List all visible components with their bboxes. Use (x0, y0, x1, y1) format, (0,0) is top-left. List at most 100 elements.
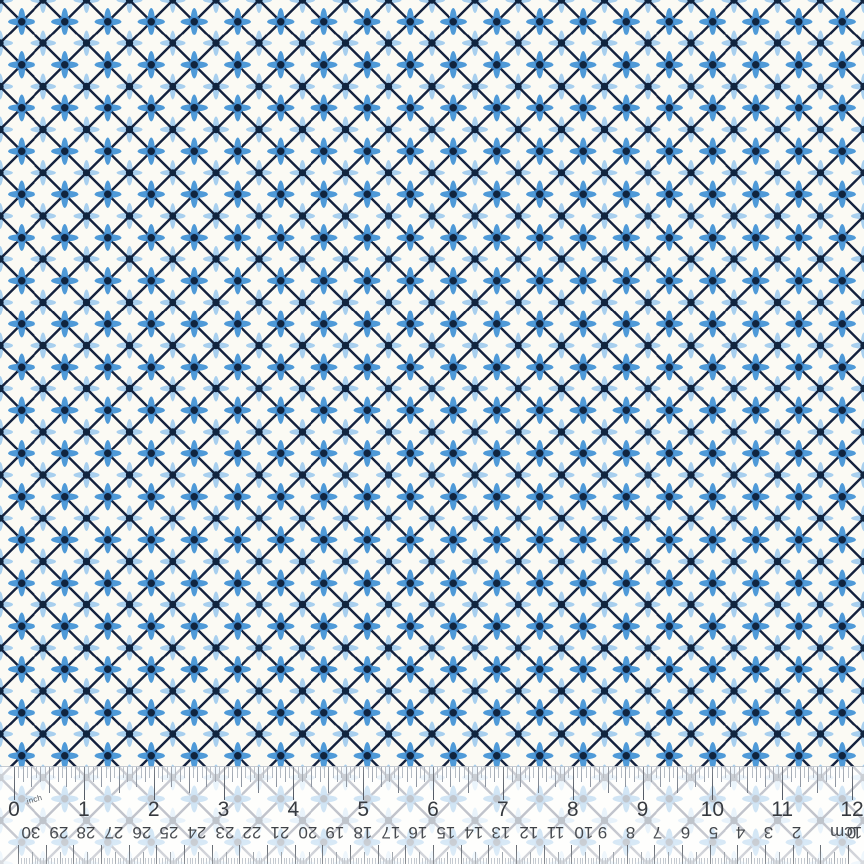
cm-tick (410, 858, 412, 864)
inch-tick (201, 767, 203, 778)
inch-tick (581, 767, 583, 782)
cm-tick (806, 852, 808, 864)
inch-tick (699, 767, 701, 778)
cm-tick (748, 858, 750, 864)
cm-tick (720, 858, 722, 864)
cm-number: 19 (325, 823, 345, 842)
cm-tick (507, 858, 509, 864)
cm-tick (684, 858, 686, 864)
cm-tick (330, 858, 332, 864)
cm-tick (504, 858, 506, 864)
cm-number: 26 (132, 823, 152, 842)
cm-tick (740, 858, 742, 864)
cm-tick (275, 858, 277, 864)
cm-tick (164, 858, 166, 864)
cm-tick (803, 858, 805, 864)
inch-tick (498, 767, 500, 778)
inch-tick (542, 767, 544, 778)
inch-tick (529, 767, 531, 782)
cm-tick (289, 858, 291, 864)
cm-tick (125, 858, 127, 864)
cm-tick (574, 858, 576, 864)
inch-tick (747, 767, 749, 793)
inch-number: 1 (77, 798, 90, 821)
inch-tick (88, 767, 90, 778)
cm-tick (341, 858, 343, 864)
cm-tick (333, 858, 335, 864)
cm-tick (231, 858, 233, 864)
inch-tick (834, 767, 836, 787)
cm-tick (734, 858, 736, 864)
cm-tick (499, 858, 501, 864)
cm-tick (488, 845, 490, 864)
inch-tick (118, 767, 120, 793)
cm-tick (150, 858, 152, 864)
cm-tick (399, 858, 401, 864)
inch-number: 5 (357, 798, 369, 821)
inch-tick (267, 767, 269, 782)
cm-tick (554, 858, 556, 864)
inch-tick (354, 767, 356, 782)
cm-tick (621, 858, 623, 864)
inch-number: 6 (427, 798, 439, 821)
cm-tick (773, 858, 775, 864)
cm-tick (186, 858, 188, 864)
cm-tick (421, 858, 423, 864)
cm-tick (308, 852, 310, 864)
inch-tick (341, 767, 343, 778)
inch-tick (555, 767, 557, 787)
inch-tick (280, 767, 282, 778)
inch-tick (310, 767, 312, 787)
cm-tick (682, 845, 683, 864)
cm-tick (737, 845, 739, 864)
cm-tick (551, 858, 553, 864)
cm-tick (297, 858, 299, 864)
cm-tick (587, 858, 589, 864)
cm-tick (23, 858, 25, 864)
inch-tick (664, 767, 666, 778)
cm-tick (441, 858, 443, 864)
inch-tick (44, 767, 46, 778)
cm-tick (430, 858, 432, 864)
inch-tick (223, 767, 225, 800)
cm-tick (540, 858, 542, 864)
inch-tick (302, 767, 304, 782)
cm-tick (726, 858, 728, 864)
cm-tick (34, 858, 36, 864)
cm-tick (302, 858, 304, 864)
inch-tick (14, 767, 15, 800)
cm-number: 2 (791, 823, 801, 842)
cm-tick (643, 858, 645, 864)
cm-tick (363, 852, 365, 864)
cm-tick (825, 858, 827, 864)
inch-number: 10 (700, 798, 725, 821)
inch-tick (703, 767, 705, 782)
cm-tick (98, 858, 100, 864)
inch-tick (633, 767, 635, 782)
cm-tick (222, 858, 224, 864)
inch-tick (463, 767, 465, 778)
inch-tick (288, 767, 290, 778)
cm-tick (178, 858, 180, 864)
inch-tick (751, 767, 753, 778)
cm-tick (836, 858, 838, 864)
cm-tick (267, 845, 268, 864)
cm-tick (468, 858, 470, 864)
inch-tick (158, 767, 160, 778)
inch-tick (476, 767, 478, 782)
inch-tick (563, 767, 565, 782)
cm-tick (596, 858, 598, 864)
inch-tick (262, 767, 264, 778)
cm-tick (485, 858, 487, 864)
cm-tick (823, 858, 825, 864)
cm-tick (208, 858, 210, 864)
cm-tick (753, 858, 755, 864)
cm-tick (717, 858, 719, 864)
inch-tick (712, 767, 714, 800)
inch-tick (677, 767, 679, 793)
cm-number: 24 (187, 823, 207, 842)
cm-tick (344, 858, 346, 864)
cm-tick (278, 858, 280, 864)
inch-tick (616, 767, 618, 782)
cm-tick (590, 858, 592, 864)
